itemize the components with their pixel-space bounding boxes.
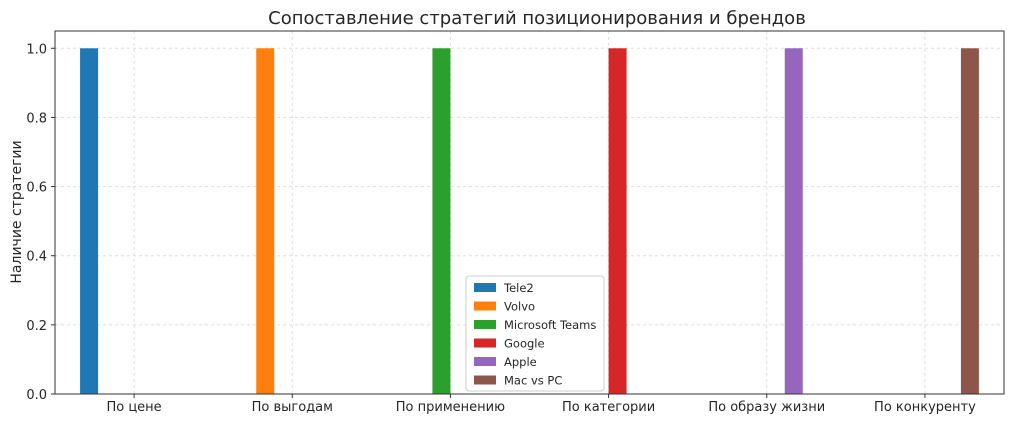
legend: Tele2 Volvo Microsoft Teams Google Apple Mac … [465, 275, 605, 392]
legend-swatch [474, 301, 496, 311]
bars [80, 48, 979, 395]
y-tick-label: 1.0 [26, 42, 47, 57]
x-tick-label: По конкуренту [874, 400, 976, 415]
legend-label: Microsoft Teams [504, 318, 596, 332]
bar [608, 48, 627, 395]
legend-label: Google [504, 337, 545, 351]
y-axis-label: Наличие стратегии [9, 140, 25, 283]
x-tick-label: По выгодам [252, 400, 333, 415]
chart-title: Сопоставление стратегий позиционирования… [268, 8, 806, 29]
y-tick-label: 0.0 [26, 388, 47, 403]
plot-frame [54, 30, 1005, 395]
x-tick-label: По образу жизни [708, 400, 825, 415]
legend-swatch [474, 283, 496, 292]
bar [256, 48, 275, 395]
bar [960, 48, 979, 395]
legend-swatch [474, 338, 496, 348]
legend-swatch [474, 357, 496, 366]
legend-label: Apple [504, 355, 537, 369]
legend-label: Volvo [504, 300, 535, 314]
bar [432, 48, 451, 395]
x-tick-label: По применению [396, 400, 505, 415]
y-tick-label: 0.8 [26, 111, 47, 126]
y-tick-label: 0.2 [26, 319, 47, 334]
legend-swatch [474, 375, 496, 385]
x-tick-label: По категории [562, 400, 655, 415]
bar [80, 48, 99, 395]
legend-label: Tele2 [503, 281, 534, 295]
bar [784, 48, 803, 395]
x-tick-label: По цене [106, 400, 161, 415]
y-tick-label: 0.6 [26, 181, 47, 196]
y-tick-label: 0.4 [26, 250, 47, 265]
legend-box [465, 275, 605, 392]
axes: 0.0 0.2 0.4 0.6 0.8 1.0 По цене По выгодам По пр… [26, 30, 1005, 415]
legend-label: Mac vs PC [504, 374, 562, 388]
legend-swatch [474, 320, 496, 329]
